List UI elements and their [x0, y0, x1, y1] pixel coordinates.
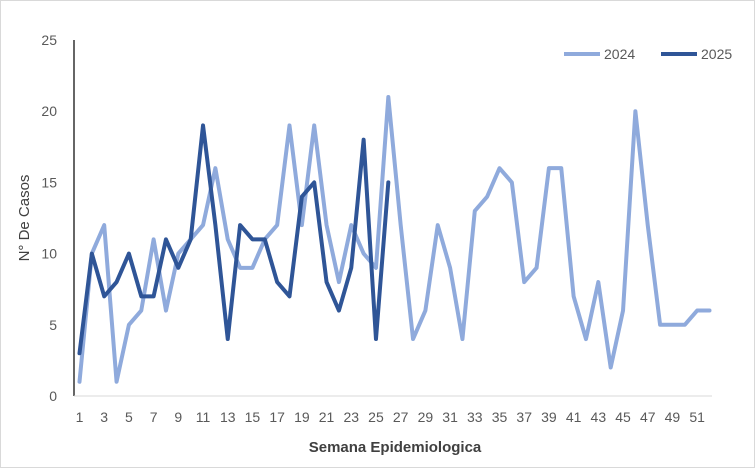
x-tick-label: 9 [174, 409, 182, 425]
x-tick-label: 19 [294, 409, 310, 425]
x-tick-label: 39 [541, 409, 557, 425]
y-tick-label: 25 [41, 32, 57, 48]
legend-label-2025: 2025 [701, 46, 732, 62]
x-tick-label: 49 [665, 409, 681, 425]
x-tick-label: 1 [76, 409, 84, 425]
x-tick-label: 25 [368, 409, 384, 425]
series-layer [77, 94, 712, 384]
legend-label-2024: 2024 [604, 46, 635, 62]
x-tick-label: 3 [100, 409, 108, 425]
y-tick-label: 0 [49, 388, 57, 404]
x-tick-label: 7 [150, 409, 158, 425]
y-tick-label: 20 [41, 103, 57, 119]
x-tick-label: 11 [196, 409, 211, 425]
x-tick-label: 23 [343, 409, 359, 425]
x-tick-label: 45 [615, 409, 631, 425]
x-tick-label: 47 [640, 409, 656, 425]
x-tick-label: 41 [566, 409, 582, 425]
x-tick-label: 13 [220, 409, 236, 425]
x-tick-label: 35 [492, 409, 508, 425]
x-tick-label: 43 [591, 409, 607, 425]
x-tick-label: 5 [125, 409, 133, 425]
y-tick-label: 5 [49, 317, 57, 333]
y-axis-title: N° De Casos [16, 175, 33, 262]
y-axis-ticks: 0 5 10 15 20 25 [41, 32, 57, 404]
x-tick-label: 27 [393, 409, 409, 425]
x-tick-label: 17 [269, 409, 285, 425]
x-tick-label: 33 [467, 409, 483, 425]
series-line-2025 [77, 123, 391, 356]
x-tick-label: 29 [418, 409, 434, 425]
x-axis-title: Semana Epidemiologica [309, 439, 482, 456]
x-tick-label: 31 [442, 409, 458, 425]
y-tick-label: 10 [41, 246, 57, 262]
x-axis-ticks: 1 3 5 7 9 11 13 15 17 19 21 23 25 27 29 31 33 35 37 39 41 43 4… [76, 409, 706, 425]
series-line-2024 [77, 94, 712, 384]
x-tick-label: 51 [689, 409, 705, 425]
x-tick-label: 21 [319, 409, 335, 425]
x-tick-label: 15 [245, 409, 261, 425]
y-tick-label: 15 [41, 174, 57, 190]
legend: 2024 2025 [564, 46, 732, 62]
x-tick-label: 37 [516, 409, 532, 425]
